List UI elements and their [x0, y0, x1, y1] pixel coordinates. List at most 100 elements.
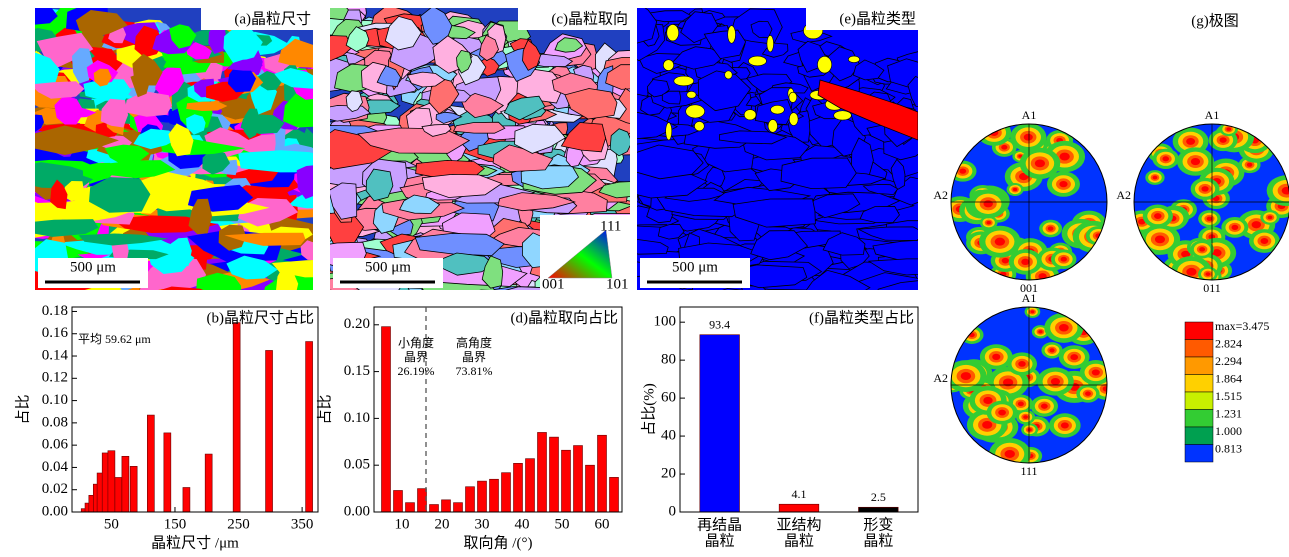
annotation: 73.81% [456, 364, 493, 378]
x-tick-label: 50 [555, 516, 570, 532]
pole-blob [1070, 354, 1078, 360]
bar [306, 342, 313, 512]
bar [183, 487, 190, 512]
colorbar-label: 2.294 [1215, 354, 1242, 368]
pole-blob [995, 238, 1005, 246]
pole-blob [1061, 422, 1069, 428]
bar [205, 454, 212, 512]
pole-axis-label: A2 [1116, 188, 1131, 202]
grain [238, 150, 342, 172]
grain-yellow [686, 105, 705, 118]
grain [185, 293, 216, 306]
pole-blob [1155, 235, 1165, 243]
colorbar-label: 2.824 [1215, 336, 1242, 350]
y-tick-label: 0.16 [42, 325, 69, 341]
pole-blob [1186, 268, 1196, 276]
x-tick-label: 30 [475, 516, 490, 532]
y-tick-label: 80 [661, 352, 676, 368]
bar [502, 473, 511, 512]
grain [757, 288, 830, 309]
grain-yellow [771, 105, 785, 114]
y-axis-label: 占比 [14, 394, 31, 424]
annotation: 小角度 [398, 335, 434, 350]
pole-blob [1021, 259, 1029, 265]
y-tick-label: 0.00 [344, 503, 370, 519]
pole-label: 011 [1203, 281, 1221, 295]
grain-yellow [666, 123, 672, 140]
grain-yellow [789, 92, 797, 102]
x-tick-label: 晶粒 [863, 532, 893, 549]
grain [132, 289, 208, 322]
annotation: 26.19% [398, 364, 435, 378]
bar [610, 477, 619, 512]
pole-blob [1018, 402, 1024, 407]
y-tick-label: 0.10 [344, 410, 370, 426]
pole-blob [1041, 404, 1048, 409]
x-axis-label: 取向角 /(°) [464, 534, 533, 551]
bar [454, 503, 463, 512]
y-tick-label: 0.00 [42, 503, 68, 519]
bar [233, 323, 240, 512]
bar [147, 415, 154, 512]
grain [133, 293, 190, 315]
pole-blob [1092, 369, 1100, 375]
bar [430, 505, 439, 512]
pole-blob [1059, 324, 1069, 332]
bar [779, 504, 819, 512]
x-tick-label: 150 [164, 516, 187, 532]
pole-blob [1051, 378, 1060, 385]
colorbar-swatch [1185, 427, 1213, 445]
pole-blob [1191, 158, 1200, 165]
annotation: 晶界 [462, 350, 486, 364]
pole-blob [959, 168, 966, 173]
ipf-label: 001 [542, 276, 565, 292]
chart-title: (f)晶粒类型占比 [809, 309, 914, 326]
pole-blob [1024, 134, 1033, 141]
colorbar-swatch [1185, 445, 1213, 463]
grain-yellow [767, 35, 774, 51]
grain-yellow [725, 71, 733, 79]
x-tick-label: 10 [395, 516, 410, 532]
pole-blob [1231, 225, 1238, 230]
pole-blob [1028, 428, 1032, 431]
y-tick-label: 0.02 [42, 481, 68, 497]
pole-blob [983, 200, 992, 207]
pole-axis-label: A1 [1022, 291, 1037, 305]
pole-blob [1048, 226, 1054, 230]
pole-title: (g)极图 [1191, 12, 1239, 29]
pole-blob [1018, 361, 1026, 367]
bar [514, 463, 523, 512]
grain [614, 314, 644, 329]
x-tick-label: 40 [515, 516, 530, 532]
colorbar-label: 1.864 [1215, 371, 1242, 385]
map-label: (e)晶粒类型 [839, 10, 916, 27]
grain [669, 290, 711, 309]
pole-blob [1061, 257, 1067, 262]
bar [478, 481, 487, 512]
pole-figure [1127, 122, 1289, 288]
pole-blob [961, 372, 971, 380]
grain [386, 288, 418, 308]
pole-blob [1199, 247, 1205, 252]
pole-axis-label: A1 [1022, 108, 1037, 122]
pole-blob [1085, 391, 1091, 395]
x-tick-label: 20 [435, 516, 450, 532]
bar [700, 335, 740, 512]
map-label: (a)晶粒尺寸 [234, 10, 311, 27]
grain-yellow [694, 121, 704, 130]
pole-blob [1060, 153, 1070, 161]
pole-axis-label: A2 [933, 188, 948, 202]
grain [726, 292, 820, 324]
value-label: 2.5 [871, 490, 886, 504]
pole-blob [1001, 145, 1007, 150]
bar [406, 503, 415, 512]
colorbar-label: 1.515 [1215, 389, 1242, 403]
grain-yellow [674, 76, 694, 86]
bar [562, 450, 571, 512]
pole-blob [1153, 176, 1158, 180]
pole-blob [1002, 258, 1009, 264]
grain [888, 326, 944, 336]
x-tick-label: 晶粒 [705, 532, 735, 549]
map-image [584, 1, 960, 343]
grain [96, 290, 181, 304]
